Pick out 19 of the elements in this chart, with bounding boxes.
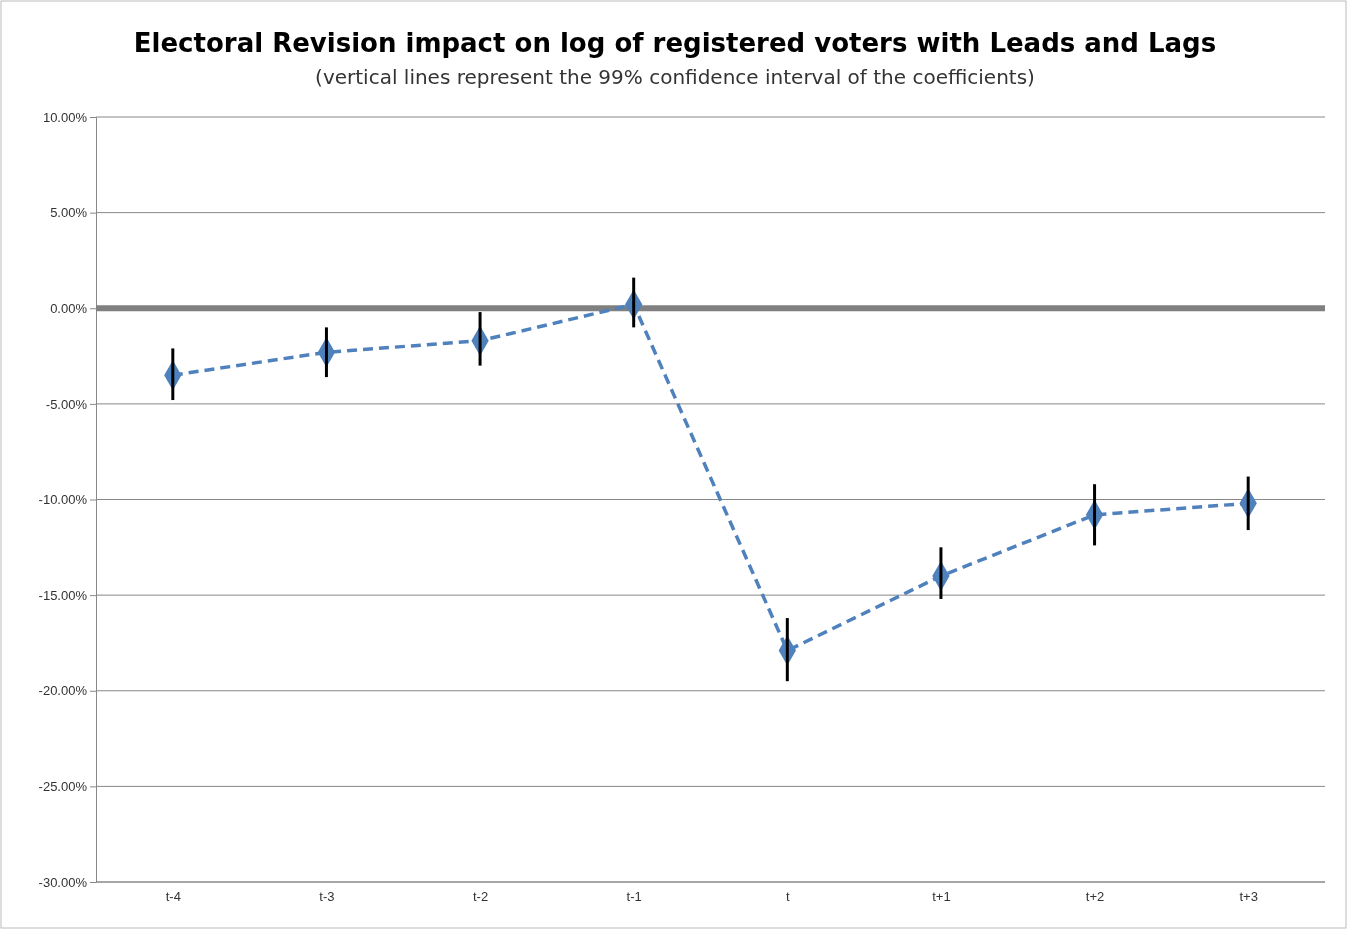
y-tick-label: -30.00%	[38, 874, 88, 890]
y-tick-label: -5.00%	[45, 396, 88, 412]
x-tick-label: t+2	[1085, 888, 1105, 904]
y-tick-label: -20.00%	[38, 683, 88, 699]
chart-subtitle: (vertical lines represent the 99% confidence interval of the coefficients)	[315, 65, 1035, 89]
y-tick-label: 5.00%	[50, 205, 88, 221]
x-tick-label: t+3	[1239, 888, 1258, 904]
y-tick-label: -25.00%	[38, 779, 88, 795]
x-tick-label: t-3	[319, 888, 335, 904]
y-tick-label: 0.00%	[50, 300, 88, 316]
x-tick-label: t-1	[626, 888, 642, 904]
y-tick-label: -10.00%	[38, 492, 88, 508]
x-tick-label: t	[786, 888, 790, 904]
y-tick-label: -15.00%	[38, 587, 88, 603]
chart-title: Electoral Revision impact on log of registered voters with Leads and Lags	[133, 28, 1217, 58]
x-tick-label: t-4	[165, 888, 181, 904]
y-tick-label: 10.00%	[42, 109, 88, 125]
x-tick-label: t-2	[472, 888, 489, 904]
x-tick-label: t+1	[932, 888, 951, 904]
